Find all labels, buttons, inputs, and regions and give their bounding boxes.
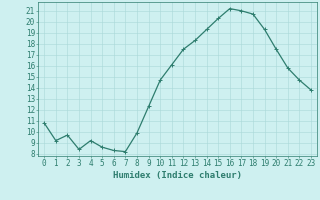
X-axis label: Humidex (Indice chaleur): Humidex (Indice chaleur) [113, 171, 242, 180]
